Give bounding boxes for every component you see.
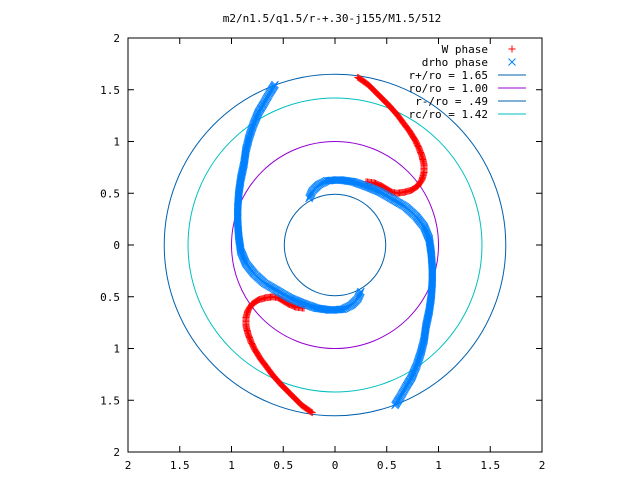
- x-tick-label: 1: [435, 459, 442, 472]
- reference-circle: [283, 193, 387, 297]
- drho-phase-series: [233, 80, 437, 410]
- w-phase-series: [242, 73, 428, 417]
- y-tick-label: 1.5: [100, 394, 120, 407]
- x-tick-label: 2: [539, 459, 546, 472]
- x-tick-label: 0.5: [377, 459, 397, 472]
- y-tick-label: 2: [113, 32, 120, 45]
- legend-label: W phase: [442, 43, 488, 56]
- y-tick-label: 0: [113, 239, 120, 252]
- x-tick-label: 1.5: [480, 459, 500, 472]
- reference-circle: [163, 73, 507, 417]
- chart-title: m2/n1.5/q1.5/r-+.30-j155/M1.5/512: [223, 12, 442, 25]
- legend-label: ro/ro = 1.00: [409, 82, 488, 95]
- legend-label: r-/ro = .49: [415, 95, 488, 108]
- y-tick-label: 1: [113, 343, 120, 356]
- x-tick-label: 1.5: [170, 459, 190, 472]
- y-tick-label: 2: [113, 446, 120, 459]
- y-tick-label: 1: [113, 136, 120, 149]
- drho-phase-point: [508, 58, 516, 66]
- y-tick-label: 0.5: [100, 291, 120, 304]
- drho-phase-point: [357, 287, 365, 296]
- x-tick-label: 2: [125, 459, 132, 472]
- legend-label: rc/ro = 1.42: [409, 108, 488, 121]
- x-tick-label: 0: [332, 459, 339, 472]
- x-tick-label: 0.5: [273, 459, 293, 472]
- axis-ticks: 2 1.5 1 0.5 0 0.5 1 1.5 221.510.500.511.52: [100, 32, 545, 472]
- y-tick-label: 0.5: [100, 187, 120, 200]
- drho-phase-point: [305, 194, 313, 203]
- reference-circle: [187, 97, 483, 393]
- legend-label: drho phase: [422, 56, 488, 69]
- reference-circles: [163, 73, 507, 417]
- x-tick-label: 1: [228, 459, 235, 472]
- legend-label: r+/ro = 1.65: [409, 69, 488, 82]
- y-tick-label: 1.5: [100, 84, 120, 97]
- data-series: [233, 73, 437, 417]
- reference-circle: [231, 141, 439, 349]
- w-phase-point: [508, 45, 516, 53]
